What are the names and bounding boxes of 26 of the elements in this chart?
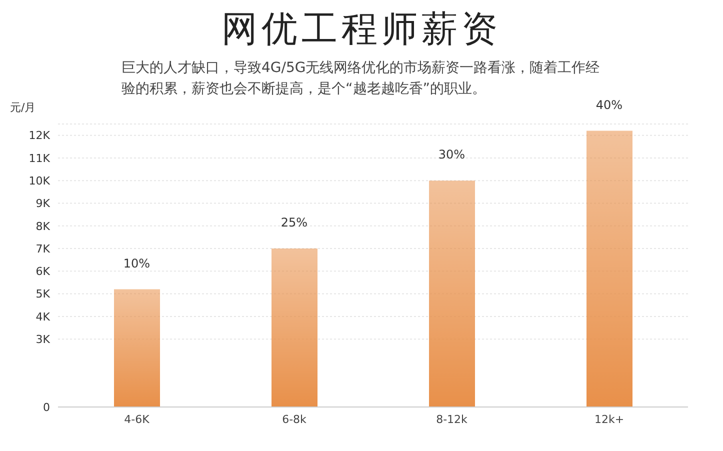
- bar: [429, 180, 475, 407]
- y-tick-label: 11K: [28, 152, 51, 165]
- y-tick-label: 10K: [28, 174, 51, 188]
- x-tick-label: 4-6K: [124, 412, 150, 426]
- annotation: 40%: [596, 98, 623, 112]
- annotation: 30%: [438, 148, 466, 162]
- y-axis-title: 元/月: [10, 100, 36, 115]
- y-tick-label: 5K: [36, 288, 51, 301]
- y-tick-label: 4K: [36, 310, 51, 324]
- x-tick-label: 12k+: [594, 412, 624, 426]
- bar: [272, 248, 318, 407]
- x-tick-label: 6-8k: [282, 412, 308, 426]
- chart-subtitle: 巨大的人才缺口，导致4G/5G无线网络优化的市场薪资一路看涨，随着工作经验的积累，薪资也会不断提高，是个“越老越吃香”的职业。: [122, 60, 600, 97]
- y-tick-label: 9K: [36, 197, 51, 210]
- annotation: 25%: [280, 216, 308, 230]
- bar: [586, 130, 632, 407]
- bar: [114, 289, 160, 407]
- x-tick-label: 8-12k: [436, 412, 468, 426]
- y-tick-label: 7K: [36, 242, 51, 256]
- chart-title: 网优工程师薪资: [220, 8, 502, 52]
- y-tick-label: 12K: [28, 129, 51, 142]
- y-tick-label: 6K: [36, 265, 51, 278]
- y-tick-label: 0: [43, 400, 50, 414]
- y-tick-label: 8K: [36, 220, 51, 233]
- y-tick-label: 3K: [36, 332, 51, 346]
- annotation: 10%: [123, 256, 150, 270]
